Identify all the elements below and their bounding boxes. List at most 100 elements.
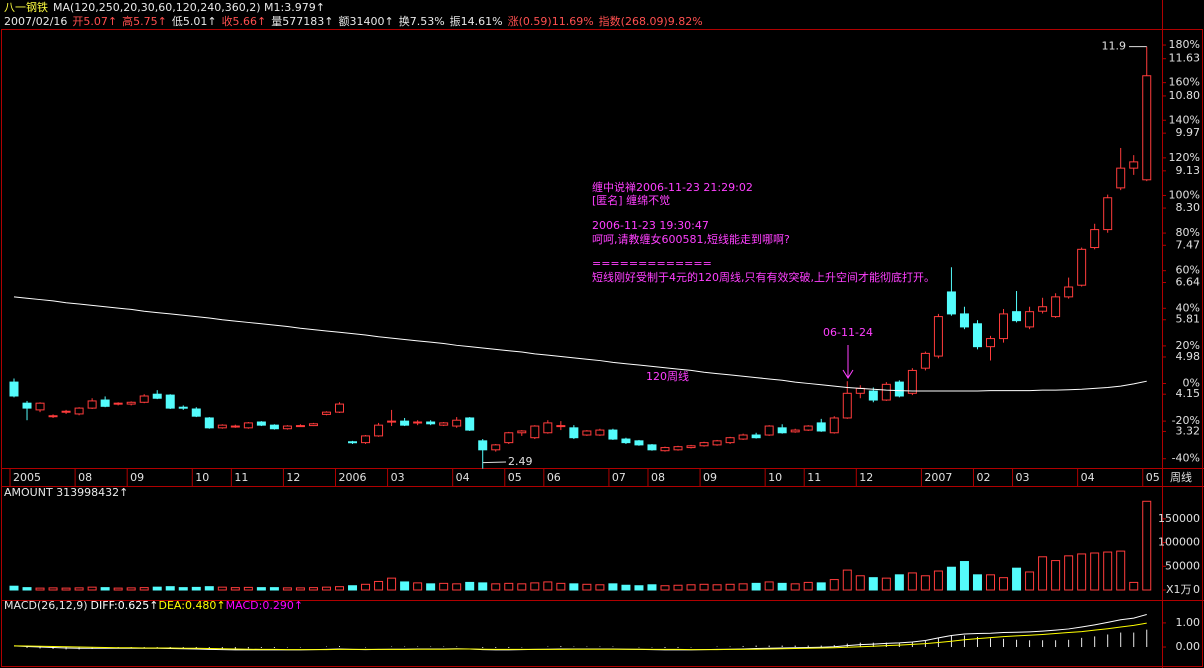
y2-tick-label: 40% <box>1176 301 1200 314</box>
title-bar: 八一钢铁 MA(120,250,20,30,60,120,240,360,2) M… <box>4 1 330 14</box>
candle-body <box>660 447 670 452</box>
macd-line <box>13 622 1147 651</box>
x-tick-label: 09 <box>703 471 717 484</box>
high: 高5.75↑ <box>122 15 167 28</box>
volume-bar <box>959 561 969 591</box>
volume-bar <box>621 584 631 591</box>
volume-bar <box>1077 553 1087 591</box>
candle-body <box>686 445 696 449</box>
volume-bar <box>1142 500 1152 591</box>
macd-line <box>13 613 1147 651</box>
y2-tick-label: 60% <box>1176 264 1200 277</box>
candle-body <box>230 425 240 428</box>
index: 指数(268.09)9.82% <box>598 15 703 28</box>
volume-bar <box>881 577 891 591</box>
volume-bar <box>61 587 71 591</box>
comment-line: ============= <box>592 257 712 270</box>
macd-header: MACD(26,12,9) DIFF:0.625↑DEA:0.480↑MACD:0… <box>4 599 308 612</box>
close: 收5.66↑ <box>221 15 267 28</box>
candle-body <box>452 419 462 427</box>
marker-label: 06-11-24 <box>823 326 873 339</box>
volume-bar <box>946 566 956 591</box>
candle-body <box>530 425 540 439</box>
candle-body <box>61 410 71 413</box>
candle-body <box>634 440 644 446</box>
x-tick-label: 2006 <box>339 471 367 484</box>
candle-body <box>855 387 865 394</box>
candle-body <box>178 406 188 409</box>
candle-body <box>803 425 813 431</box>
x-tick-label: 03 <box>1016 471 1030 484</box>
change: 涨(0.59)11.69% <box>507 15 594 28</box>
x-tick-label: 08 <box>78 471 92 484</box>
candle-body <box>582 430 592 436</box>
volume-bar <box>699 583 709 591</box>
x-tick-label: 06 <box>547 471 561 484</box>
border <box>1 29 1203 667</box>
volume-bar <box>999 577 1009 591</box>
x-tick-label: 09 <box>130 471 144 484</box>
volume-bar <box>439 582 449 591</box>
candle-body <box>152 393 162 399</box>
volume-bar <box>126 587 136 591</box>
candle-body <box>751 434 761 439</box>
volume-bar <box>1064 555 1074 591</box>
volume-bar <box>1038 556 1048 591</box>
volume-bar <box>243 586 253 591</box>
candle-body <box>126 401 136 405</box>
y-tick-label: 4.98 <box>1176 350 1201 363</box>
y-tick-label: 5.81 <box>1176 313 1201 326</box>
x-tick-label: 02 <box>976 471 990 484</box>
candle-body <box>829 417 839 434</box>
ma-label: 120周线 <box>646 369 689 383</box>
marker-arrow-head <box>842 369 854 379</box>
candle-body <box>9 381 19 397</box>
y2-tick-label: 160% <box>1169 76 1200 89</box>
y-tick-label: 100000 <box>1158 536 1200 549</box>
volume-bar <box>113 587 123 591</box>
candle-body <box>321 411 331 415</box>
volume-bar <box>764 581 774 591</box>
volume-bar <box>777 582 787 591</box>
candle-body <box>907 369 917 394</box>
y2-tick-label: 80% <box>1176 226 1200 239</box>
volume-bar <box>673 584 683 591</box>
candle-body <box>204 417 214 429</box>
volume-bar <box>608 583 618 591</box>
candle-body <box>48 415 58 418</box>
amplitude: 振14.61% <box>449 15 503 28</box>
candle-body <box>74 407 84 415</box>
candle-body <box>1064 286 1074 298</box>
volume: 量577183↑ <box>271 15 334 28</box>
candle-body <box>946 291 956 315</box>
candle-body <box>308 423 318 427</box>
volume-bar <box>595 584 605 591</box>
candle-body <box>478 440 488 451</box>
volume-bar <box>87 586 97 591</box>
y2-tick-label: 180% <box>1169 38 1200 51</box>
volume-bar <box>920 575 930 591</box>
volume-bar <box>829 579 839 591</box>
ma-line <box>13 296 1147 392</box>
ma-settings: MA(120,250,20,30,60,120,240,360,2) M1:3.… <box>53 1 325 14</box>
volume-bar <box>269 587 279 591</box>
y-unit: X1万 <box>1166 583 1192 596</box>
volume-bar <box>9 585 19 591</box>
volume-bar <box>491 583 501 591</box>
volume-bar <box>348 585 358 591</box>
volume-bar <box>1090 552 1100 591</box>
candle-body <box>335 403 344 413</box>
candle-body <box>465 417 475 431</box>
volume-bar <box>1129 581 1139 591</box>
volume-bar <box>413 582 423 591</box>
candle-body <box>517 430 527 434</box>
legend-entry: DEA:0.480↑ <box>158 599 226 612</box>
candle-body <box>100 399 110 407</box>
volume-bar <box>165 586 175 591</box>
volume-bar <box>517 583 527 591</box>
macd-title: MACD(26,12,9) <box>4 599 88 612</box>
candle-body <box>87 400 97 409</box>
x-tick-label: 11 <box>234 471 248 484</box>
volume-bar <box>725 583 735 591</box>
